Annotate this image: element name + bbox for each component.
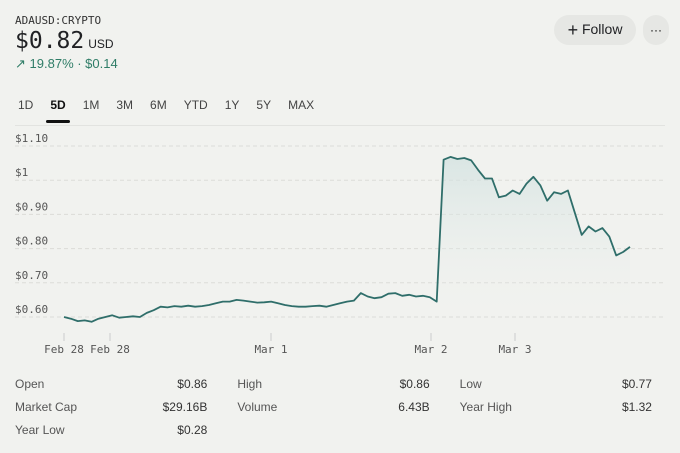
y-tick-label: $0.70 — [15, 269, 48, 282]
price-line — [63, 156, 631, 323]
stat-value: $0.77 — [621, 377, 652, 391]
stat-value: $0.86 — [399, 377, 430, 391]
stat-year-low: Year Low $0.28 — [15, 423, 207, 440]
x-tick-label: Mar 1 — [254, 343, 287, 356]
ticker-symbol: ADAUSD:CRYPTO — [15, 14, 102, 27]
tab-ytd[interactable]: YTD — [183, 98, 208, 112]
stat-open: Open $0.86 — [15, 377, 207, 394]
more-options-button[interactable]: ··· — [643, 15, 669, 45]
stat-volume: Volume 6.43B — [237, 400, 429, 417]
stat-low: Low $0.77 — [460, 377, 652, 394]
y-tick-label: $0.60 — [15, 303, 48, 316]
tab-1d[interactable]: 1D — [18, 98, 34, 112]
stat-value: $0.28 — [177, 423, 208, 437]
stat-label: Low — [459, 377, 482, 391]
tab-1y[interactable]: 1Y — [224, 98, 240, 112]
tab-3m[interactable]: 3M — [116, 98, 134, 112]
x-tick-label: Mar 2 — [414, 343, 447, 356]
price-value: $0.82 — [15, 28, 85, 54]
tab-5y[interactable]: 5Y — [256, 98, 272, 112]
x-tick-label: Feb 28 — [44, 343, 84, 356]
stat-market-cap: Market Cap $29.16B — [15, 400, 207, 417]
currency: USD — [88, 37, 114, 51]
follow-button[interactable]: + Follow — [554, 15, 636, 45]
range-tabs: 1D 5D 1M 3M 6M YTD 1Y 5Y MAX — [18, 98, 331, 123]
stat-label: Open — [15, 377, 45, 391]
y-tick-label: $0.90 — [15, 200, 48, 213]
stat-label: Volume — [237, 400, 278, 414]
stats-grid: Open $0.86 High $0.86 Low $0.77 Market Cap $… — [15, 377, 652, 440]
divider — [15, 125, 665, 126]
area-fill — [436, 156, 630, 317]
x-tick-label: Mar 3 — [498, 343, 531, 356]
follow-label: Follow — [581, 20, 623, 37]
stat-label: High — [237, 377, 263, 391]
y-tick-label: $1.10 — [15, 132, 48, 145]
tab-1m[interactable]: 1M — [82, 98, 100, 112]
x-tick-label: Feb 28 — [90, 343, 130, 356]
change-value: 19.87% · $0.14 — [29, 56, 118, 71]
stat-year-high: Year High $1.32 — [460, 400, 652, 417]
stat-value: $1.32 — [621, 400, 652, 414]
tab-max[interactable]: MAX — [288, 98, 315, 112]
stat-label: Year Low — [15, 423, 65, 437]
price-chart[interactable]: $1.10 $1 $0.90 $0.80 $0.70 $0.60 Feb 28 Feb 28 M… — [0, 130, 680, 360]
stat-value: $0.86 — [177, 377, 208, 391]
tab-5d[interactable]: 5D — [46, 98, 71, 123]
stat-label: Year High — [459, 400, 512, 414]
stat-value: $29.16B — [162, 400, 208, 414]
tab-6m[interactable]: 6M — [150, 98, 167, 112]
stat-high: High $0.86 — [237, 377, 429, 394]
y-tick-label: $0.80 — [15, 235, 48, 248]
arrow-up-right-icon: ↗ — [15, 56, 26, 71]
current-price: $0.82 USD — [15, 28, 114, 54]
y-tick-label: $1 — [15, 166, 28, 179]
stat-label: Market Cap — [15, 400, 78, 414]
stat-value: 6.43B — [398, 400, 430, 414]
price-change: ↗ 19.87% · $0.14 — [15, 56, 118, 72]
plus-icon: + — [567, 19, 579, 40]
